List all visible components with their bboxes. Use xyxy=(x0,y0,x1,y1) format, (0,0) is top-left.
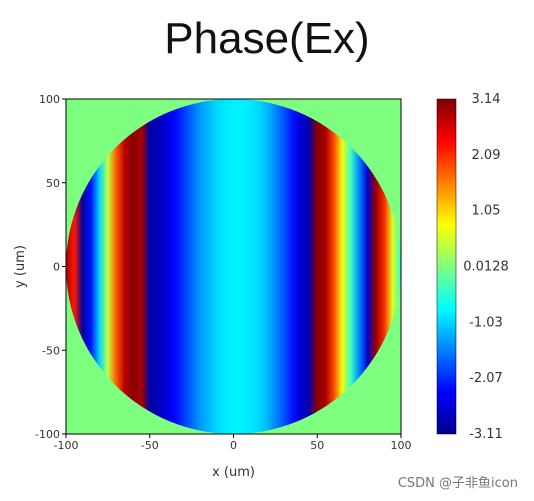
x-tick-label: -50 xyxy=(141,439,159,452)
y-tick-label: 100 xyxy=(39,93,60,106)
colorbar: 3.14 2.09 1.05 0.0128 -1.03 -2.07 -3.11 xyxy=(436,92,509,442)
plot-area xyxy=(66,99,401,434)
y-tick-label: -100 xyxy=(35,428,60,441)
x-axis-label: x (um) xyxy=(212,465,255,480)
x-tick-label: -100 xyxy=(54,439,79,452)
colorbar-tick-label: -3.11 xyxy=(469,427,503,442)
colorbar-tick-label: -1.03 xyxy=(469,315,503,330)
colorbar-tick-label: 0.0128 xyxy=(463,260,509,275)
colorbar-tick-label: 3.14 xyxy=(472,92,501,107)
x-tick-label: 100 xyxy=(391,439,412,452)
colorbar-tick-label: 2.09 xyxy=(472,148,501,163)
y-tick-label: 0 xyxy=(53,261,60,274)
x-tick-label: 0 xyxy=(230,439,237,452)
colorbar-gradient xyxy=(436,98,457,435)
x-tick-label: 50 xyxy=(310,439,324,452)
axes: -100 -50 0 50 100 100 50 0 -50 -100 x (um) y (um) xyxy=(13,93,412,480)
y-tick-label: -50 xyxy=(42,344,60,357)
phase-aperture-disk xyxy=(66,99,401,434)
colorbar-tick-label: -2.07 xyxy=(469,371,503,386)
y-axis-label: y (um) xyxy=(13,245,28,288)
colorbar-tick-label: 1.05 xyxy=(472,204,501,219)
y-tick-label: 50 xyxy=(46,177,60,190)
watermark: CSDN @子非鱼icon xyxy=(397,476,518,491)
chart-title: Phase(Ex) xyxy=(164,14,370,63)
